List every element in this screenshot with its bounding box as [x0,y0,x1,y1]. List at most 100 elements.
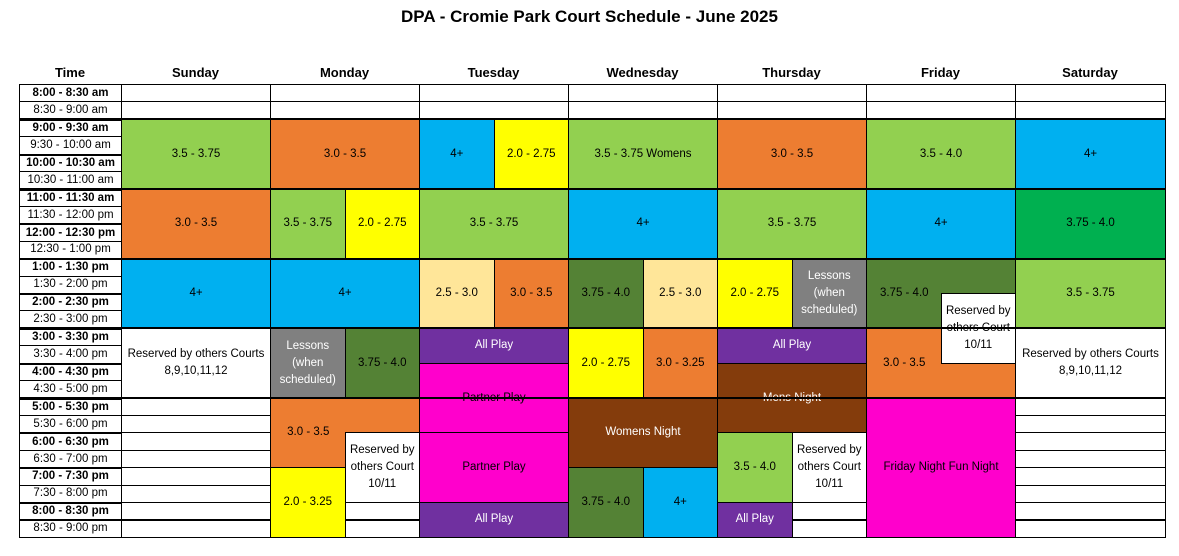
schedule-block: 3.0 - 3.5 [121,188,271,260]
time-slot-label: 6:30 - 7:00 pm [19,449,122,469]
empty-slot [270,101,420,120]
time-slot-label: 1:00 - 1:30 pm [19,258,122,277]
schedule-block: 3.5 - 4.0 [717,432,793,504]
block-label: All Play [735,513,774,526]
block-label: 3.75 - 4.0 [581,496,631,509]
schedule-block: Partner Play [419,432,569,504]
block-label: Lessons (when scheduled) [801,270,858,317]
schedule-block: 2.0 - 3.25 [270,467,346,538]
header-sunday: Sunday [172,65,219,80]
time-slot-label: 7:00 - 7:30 pm [19,467,122,486]
time-slot-label: 3:00 - 3:30 pm [19,327,122,347]
schedule-block: 2.0 - 2.75 [717,258,793,329]
empty-slot [121,432,271,451]
schedule-block: 3.5 - 3.75 [1015,258,1166,329]
block-label: 4+ [934,217,948,230]
empty-slot [568,101,718,120]
block-label: 2.5 - 3.0 [659,287,702,300]
block-label: 3.5 - 3.75 Womens [594,147,692,160]
schedule-block: 2.0 - 2.75 [493,118,569,190]
block-label: 3.0 - 3.25 [655,356,705,369]
empty-slot [121,502,271,521]
schedule-block: 3.75 - 4.0 [344,327,420,399]
block-label: Reserved by others Court 10/11 [796,444,862,491]
time-slot-label: 9:00 - 9:30 am [19,118,122,138]
block-separator [19,118,1165,121]
time-slot-label: 2:00 - 2:30 pm [19,293,122,312]
schedule-block: Lessons (when scheduled) [791,258,867,329]
block-label: 4+ [338,287,352,300]
block-label: All Play [474,339,514,352]
block-label: Reserved by others Court 10/11 [349,444,415,491]
schedule-block: 2.0 - 2.75 [568,327,644,399]
block-label: 4+ [673,496,687,509]
time-slot-label: 3:30 - 4:00 pm [19,345,122,364]
time-slot-label: 2:30 - 3:00 pm [19,310,122,329]
block-label: Lessons (when scheduled) [279,339,336,386]
page-title: DPA - Cromie Park Court Schedule - June … [401,7,778,26]
block-label: Partner Play [462,461,526,474]
empty-slot [717,101,867,120]
time-slot-label: 10:30 - 11:00 am [19,171,122,190]
time-slot-label: 8:30 - 9:00 pm [19,519,122,538]
block-label: 2.5 - 3.0 [435,287,478,300]
header-monday: Monday [319,65,370,80]
block-label: Reserved by others Courts 8,9,10,11,12 [1022,348,1159,378]
schedule-block: 4+ [866,188,1016,260]
schedule-block: Womens Night [568,397,718,469]
block-label: 2.0 - 2.75 [581,356,631,369]
empty-slot [866,84,1016,103]
empty-slot [419,84,569,103]
empty-slot [1015,502,1166,521]
time-slot-label: 4:00 - 4:30 pm [19,362,122,382]
schedule-block: All Play [419,502,569,538]
header-tuesday: Tuesday [467,65,520,80]
time-slot-label: 6:00 - 6:30 pm [19,432,122,451]
empty-slot [1015,467,1166,486]
empty-slot [568,84,718,103]
time-slot-label: 1:30 - 2:00 pm [19,275,122,295]
empty-slot [121,484,271,504]
block-label: 4+ [450,147,464,160]
empty-slot [1015,519,1166,538]
block-label: 3.0 - 3.5 [174,217,218,230]
empty-slot [121,467,271,486]
schedule-block: All Play [419,327,569,364]
empty-slot [419,101,569,120]
empty-slot [121,414,271,434]
empty-slot [270,84,420,103]
time-slot-label: 7:30 - 8:00 pm [19,484,122,504]
schedule-block: 3.75 - 4.0 [1015,188,1166,260]
schedule-block: 4+ [121,258,271,329]
schedule-block: 3.5 - 3.75 [419,188,569,260]
block-separator [19,397,1165,400]
time-slot-label: 9:30 - 10:00 am [19,136,122,155]
block-label: 2.0 - 2.75 [730,287,780,300]
block-label: Womens Night [605,426,681,439]
block-label: 3.0 - 3.5 [510,287,553,300]
time-slot-label: 11:30 - 12:00 pm [19,205,122,225]
schedule-block: Lessons (when scheduled) [270,327,346,399]
time-slot-label: 5:00 - 5:30 pm [19,397,122,416]
schedule-block: 2.5 - 3.0 [419,258,495,329]
empty-slot [1015,84,1166,103]
block-separator [19,257,1165,260]
header-friday: Friday [920,65,960,80]
header-thursday: Thursday [762,65,821,80]
block-label: 3.5 - 3.75 [767,217,817,230]
block-label: 2.0 - 2.75 [506,147,556,160]
schedule-block: 3.5 - 3.75 [121,118,271,190]
block-label: 3.5 - 3.75 [171,147,221,160]
empty-slot [866,101,1016,120]
block-separator [19,327,1165,330]
block-label: 3.75 - 4.0 [581,287,631,300]
schedule-block: 3.0 - 3.5 [493,258,569,329]
schedule-block: 3.75 - 4.0 [568,258,644,329]
block-label: 3.0 - 3.5 [323,147,367,160]
schedule-block: 3.0 - 3.25 [642,327,718,399]
empty-slot [121,449,271,469]
block-label: 4+ [1083,147,1098,160]
block-label: All Play [474,513,514,526]
block-label: 3.0 - 3.5 [287,426,330,439]
schedule-block: 3.5 - 3.75 [717,188,867,260]
